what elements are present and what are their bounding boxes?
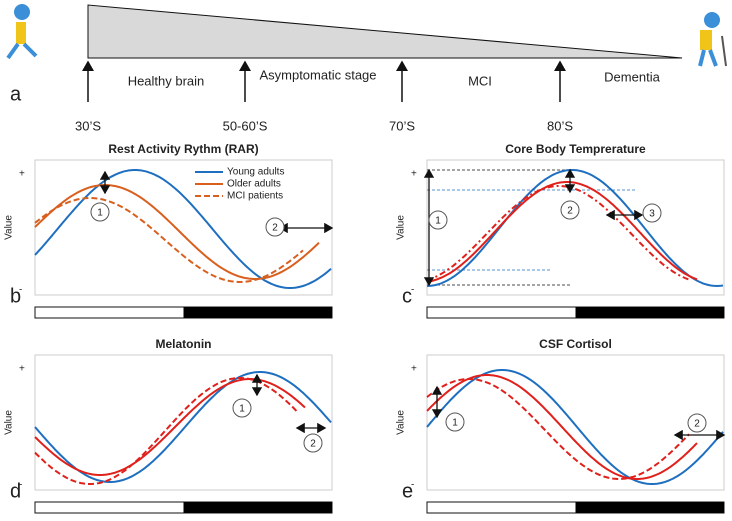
minus-sign: - xyxy=(411,480,414,491)
marker-number: 1 xyxy=(452,418,458,429)
marker-number: 2 xyxy=(694,419,700,430)
plus-sign: + xyxy=(19,169,25,180)
curve xyxy=(426,185,690,282)
marker-number: 1 xyxy=(435,216,441,227)
marker-number: 3 xyxy=(649,209,655,220)
panel-title: Rest Activity Rythm (RAR) xyxy=(108,142,258,156)
curve xyxy=(426,374,698,480)
marker-circle xyxy=(560,200,580,220)
marker-number: 2 xyxy=(310,439,316,450)
marker-circle xyxy=(265,217,285,237)
y-axis-label: Value xyxy=(396,215,407,240)
curve xyxy=(426,369,724,485)
timeline-wedge xyxy=(87,4,683,59)
icon-old xyxy=(698,12,727,67)
y-axis-label: Value xyxy=(396,410,407,435)
minus-sign: - xyxy=(19,480,22,491)
stage-label: Healthy brain xyxy=(128,73,205,88)
marker-circle xyxy=(445,412,465,432)
age-label: 30’S xyxy=(75,118,101,133)
stage-label: Dementia xyxy=(604,69,660,84)
panel-title: CSF Cortisol xyxy=(539,337,612,351)
age-label: 50-60’S xyxy=(223,118,268,133)
curve xyxy=(34,184,320,280)
curve xyxy=(34,197,304,283)
y-axis-label: Value xyxy=(4,410,15,435)
curve xyxy=(426,378,690,480)
night-bar xyxy=(183,307,332,318)
marker-number: 1 xyxy=(97,208,103,219)
panel-letter: c xyxy=(402,285,412,307)
panel-letter: e xyxy=(402,480,413,502)
marker-circle xyxy=(642,203,662,223)
curve xyxy=(34,371,332,483)
minus-sign: - xyxy=(411,285,414,296)
panel: Core Body Temprerature + - Value c 1 2 3 xyxy=(396,142,725,319)
panel-title: Melatonin xyxy=(156,337,212,351)
stage-label: Asymptomatic stage xyxy=(259,67,376,82)
marker-circle xyxy=(303,433,323,453)
age-label: 80’S xyxy=(547,118,573,133)
y-axis-label: Value xyxy=(4,215,15,240)
panel-title: Core Body Temprerature xyxy=(505,142,646,156)
curve xyxy=(34,378,306,476)
legend-label: MCI patients xyxy=(227,191,283,202)
marker-circle xyxy=(232,398,252,418)
night-bar xyxy=(183,502,332,513)
night-bar xyxy=(575,502,724,513)
panel-letter: d xyxy=(10,480,21,502)
marker-number: 2 xyxy=(272,223,278,234)
panel-letter: b xyxy=(10,285,21,307)
panel: CSF Cortisol + - Value e 1 2 xyxy=(396,337,726,514)
legend-label: Older adults xyxy=(227,179,281,190)
marker-number: 2 xyxy=(567,206,573,217)
legend-label: Young adults xyxy=(227,167,284,178)
minus-sign: - xyxy=(19,285,22,296)
marker-number: 1 xyxy=(239,404,245,415)
plus-sign: + xyxy=(411,169,417,180)
icon-young xyxy=(6,4,38,60)
age-label: 70’S xyxy=(389,118,415,133)
stage-label: MCI xyxy=(468,73,492,88)
curve xyxy=(34,169,332,289)
plot-frame xyxy=(426,354,725,491)
marker-circle xyxy=(90,202,110,222)
plus-sign: + xyxy=(19,364,25,375)
plus-sign: + xyxy=(411,364,417,375)
plot-frame xyxy=(34,354,333,491)
marker-circle xyxy=(428,210,448,230)
panel: Melatonin + - Value d 1 2 xyxy=(4,337,333,514)
curve xyxy=(426,181,698,283)
marker-circle xyxy=(687,413,707,433)
panel: Rest Activity Rythm (RAR) + - Value b 1 2 Young… xyxy=(4,142,334,319)
night-bar xyxy=(575,307,724,318)
panel-letter: a xyxy=(10,83,22,105)
